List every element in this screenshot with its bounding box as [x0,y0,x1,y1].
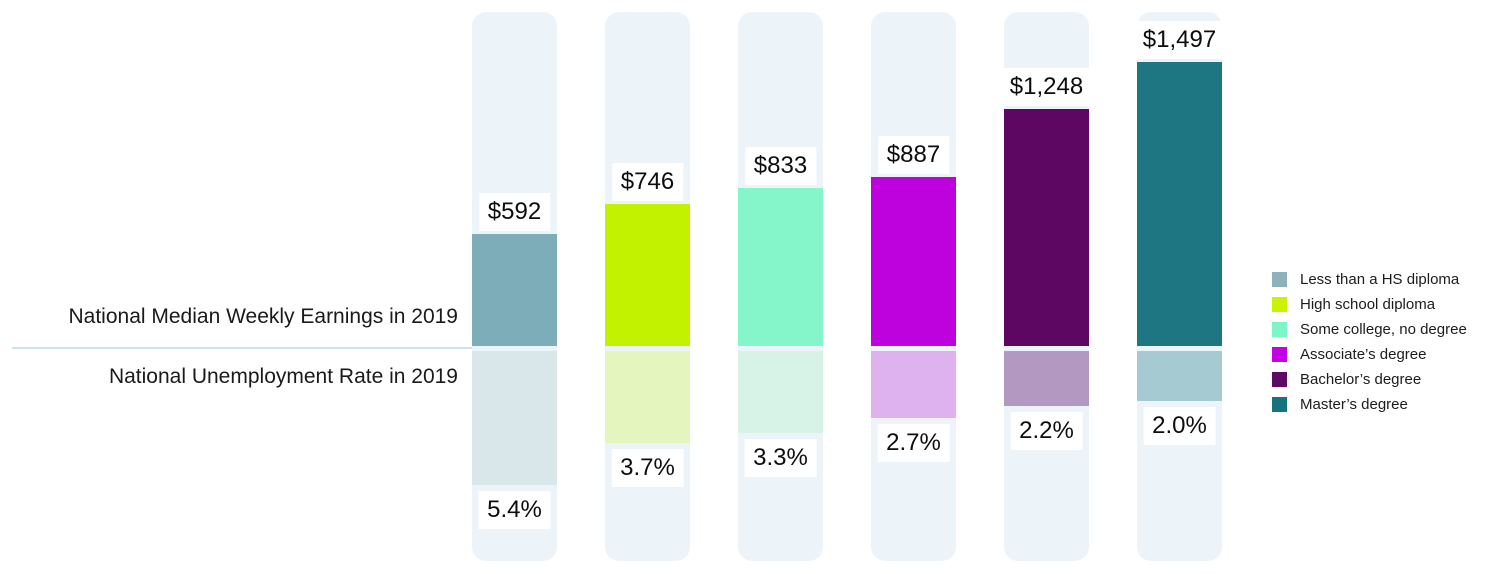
unemployment-bar [605,351,690,443]
legend-label: High school diploma [1300,296,1436,313]
legend-label: Bachelor’s degree [1300,371,1422,388]
legend-label: Associate’s degree [1300,346,1427,363]
unemployment-value-label: 2.2% [1010,412,1083,450]
earnings-row-label: National Median Weekly Earnings in 2019 [68,305,458,328]
column-3: $833 3.3% [738,0,823,574]
earnings-bar [871,177,956,346]
legend-swatch [1272,347,1287,362]
column-1: $592 5.4% [472,0,557,574]
legend-swatch [1272,372,1287,387]
legend-item: Bachelor’s degree [1272,372,1467,387]
earnings-value-label: $1,248 [1000,68,1093,106]
unemployment-bar [1004,351,1089,406]
earnings-bar [1004,109,1089,346]
unemployment-value-label: 2.7% [877,424,950,462]
earnings-bar [738,188,823,346]
legend-item: Less than a HS diploma [1272,272,1467,287]
legend-item: Some college, no degree [1272,322,1467,337]
unemployment-value-label: 3.3% [744,439,817,477]
earnings-bar [1137,62,1222,346]
legend-label: Master’s degree [1300,396,1408,413]
unemployment-bar [871,351,956,418]
column-4: $887 2.7% [871,0,956,574]
unemployment-bar [1137,351,1222,401]
column-5: $1,248 2.2% [1000,0,1093,574]
earnings-value-label: $746 [611,163,684,201]
legend-swatch [1272,322,1287,337]
earnings-value-label: $1,497 [1133,21,1226,59]
earnings-value-label: $592 [478,193,551,231]
unemployment-value-label: 3.7% [611,449,684,487]
legend: Less than a HS diploma High school diplom… [1272,272,1467,412]
unemployment-bar [472,351,557,485]
column-6: $1,497 2.0% [1133,0,1226,574]
legend-label: Some college, no degree [1300,321,1467,338]
legend-label: Less than a HS diploma [1300,271,1460,288]
row-divider-line [12,347,472,349]
legend-swatch [1272,297,1287,312]
earnings-value-label: $887 [877,136,950,174]
earnings-bar [472,234,557,346]
legend-item: High school diploma [1272,297,1467,312]
unemployment-value-label: 5.4% [478,491,551,529]
earnings-bar [605,204,690,346]
legend-item: Associate’s degree [1272,347,1467,362]
legend-item: Master’s degree [1272,397,1467,412]
unemployment-value-label: 2.0% [1143,407,1216,445]
unemployment-bar [738,351,823,433]
legend-swatch [1272,272,1287,287]
legend-swatch [1272,397,1287,412]
unemployment-row-label: National Unemployment Rate in 2019 [108,365,458,388]
earnings-value-label: $833 [744,147,817,185]
column-2: $746 3.7% [605,0,690,574]
